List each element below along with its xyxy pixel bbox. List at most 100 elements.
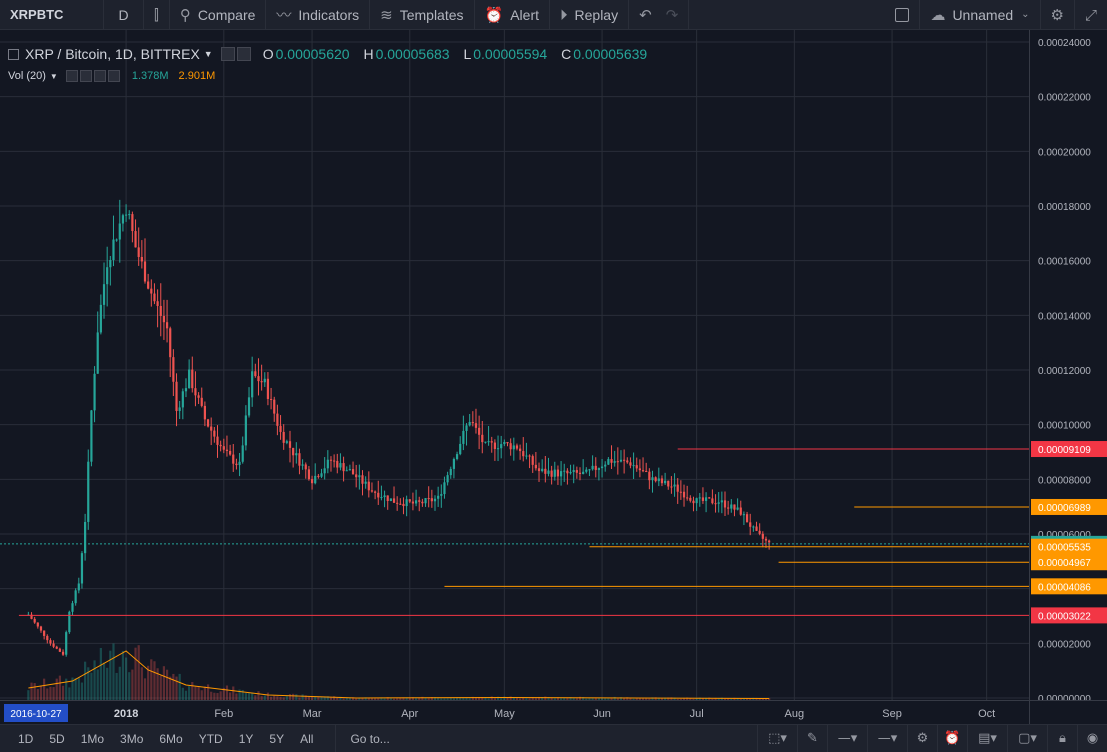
range-button-1y[interactable]: 1Y — [238, 731, 254, 746]
symbol-search[interactable]: XRPBTC — [0, 0, 104, 30]
line-width-button[interactable]: —▾ — [867, 724, 907, 752]
volume-bar — [178, 673, 181, 700]
gear-icon[interactable] — [79, 70, 92, 82]
collapse-legend-icon[interactable] — [8, 48, 19, 60]
fullscreen-toggle-button[interactable] — [885, 0, 921, 30]
volume-title[interactable]: Vol (20) — [8, 70, 46, 82]
layout-save-button[interactable]: ☁ Unnamed ⌄ — [920, 0, 1041, 30]
gear-icon: ⚙ — [1050, 5, 1064, 24]
candle-body — [512, 445, 515, 450]
layers-button[interactable]: ▤▾ — [967, 724, 1007, 752]
time-axis[interactable]: 2016-10-27 2018 Feb Mar Apr May Jun Jul Aug Sep Oc… — [0, 700, 1029, 724]
alarm-clock-icon[interactable]: ⏰ — [937, 724, 967, 752]
volume-bar — [676, 698, 679, 700]
volume-bar — [374, 698, 377, 700]
price-label-badge — [1031, 498, 1107, 515]
clone-button[interactable]: ▢▾ — [1007, 724, 1047, 752]
caret-down-icon[interactable]: ▼ — [49, 71, 58, 81]
candle-body — [229, 450, 232, 455]
volume-bar — [260, 696, 263, 700]
close-icon[interactable] — [107, 70, 120, 82]
candle-body — [396, 502, 399, 504]
volume-bar — [616, 698, 619, 700]
volume-bar — [121, 650, 125, 700]
range-button-5y[interactable]: 5Y — [269, 731, 285, 746]
range-button-3mo[interactable]: 3Mo — [120, 731, 144, 746]
indicators-button[interactable]: 〰 Indicators — [266, 0, 371, 30]
maximize-button[interactable]: ⤢ — [1075, 0, 1107, 30]
volume-bar — [206, 684, 210, 700]
candle-body — [90, 410, 93, 462]
compare-button[interactable]: ⚲ Compare — [170, 0, 267, 30]
candle-body — [522, 451, 525, 457]
candle-body — [578, 472, 582, 474]
volume-bar — [194, 686, 197, 700]
goto-date-button[interactable]: Go to... — [335, 724, 390, 752]
volume-bar — [244, 693, 247, 700]
candle-body — [556, 469, 560, 477]
volume-bar — [213, 692, 216, 700]
expand-icon: ⤢ — [1084, 5, 1097, 24]
price-axis[interactable]: 0.000000000.000020000.000040000.00006000… — [1029, 30, 1107, 705]
candle-body — [260, 381, 263, 383]
volume-bar — [556, 697, 560, 700]
indicators-icon: 〰 — [276, 6, 292, 24]
candle-body — [641, 470, 645, 472]
candle-body — [304, 464, 307, 470]
redo-icon[interactable]: ↷ — [665, 5, 679, 24]
volume-bar — [632, 698, 635, 700]
candle-body — [566, 470, 569, 474]
candle-body — [118, 223, 121, 240]
candle-body — [487, 441, 490, 443]
undo-button[interactable]: ↶ ↷ — [629, 0, 690, 30]
volume-bar — [742, 698, 746, 700]
eye-icon[interactable]: ◉ — [1077, 724, 1107, 752]
interval-button[interactable]: D — [104, 0, 144, 30]
price-chart[interactable] — [0, 30, 1029, 700]
candle-body — [758, 530, 761, 534]
price-tick-label: 0.00018000 — [1038, 202, 1091, 213]
volume-bar — [689, 698, 692, 700]
range-button-6mo[interactable]: 6Mo — [159, 731, 183, 746]
caret-down-icon[interactable]: ▼ — [203, 49, 213, 59]
price-label-badge — [1031, 578, 1107, 595]
volume-bar — [550, 697, 553, 700]
settings-button[interactable]: ⚙ — [1041, 0, 1075, 30]
candle-body — [348, 469, 351, 471]
gear-icon[interactable]: ⚙ — [907, 724, 937, 752]
range-button-ytd[interactable]: YTD — [198, 731, 223, 746]
volume-bar — [310, 696, 314, 700]
plus-icon[interactable] — [93, 70, 106, 82]
volume-bar — [219, 691, 222, 700]
candle-body — [150, 288, 153, 294]
replay-button[interactable]: ⏵ Replay — [550, 0, 630, 30]
chart-type-button[interactable]: ⫿ — [144, 0, 170, 30]
range-button-all[interactable]: All — [300, 731, 314, 746]
volume-bar — [474, 697, 478, 700]
crosshair-tool-button[interactable]: ⬚▾ — [757, 724, 797, 752]
legend-more-icon[interactable] — [236, 47, 251, 61]
candle-body — [468, 422, 471, 426]
line-style-button[interactable]: —▾ — [827, 724, 867, 752]
volume-bar — [128, 672, 131, 700]
templates-button[interactable]: ≋ Templates — [370, 0, 475, 30]
time-tick-label: Oct — [978, 708, 995, 720]
alert-button[interactable]: ⏰ Alert — [475, 0, 550, 30]
volume-bar — [333, 696, 336, 700]
square-icon — [895, 7, 910, 22]
range-button-5d[interactable]: 5D — [49, 731, 65, 746]
volume-bar — [251, 692, 254, 700]
candle-body — [613, 461, 616, 463]
range-button-1mo[interactable]: 1Mo — [80, 731, 105, 746]
chart-pane[interactable] — [0, 30, 1029, 700]
lock-icon[interactable]: 🔒︎ — [1047, 724, 1077, 752]
candle-body — [351, 469, 355, 475]
candle-body — [742, 514, 746, 516]
pencil-icon[interactable]: ✎ — [797, 724, 827, 752]
series-title[interactable]: XRP / Bitcoin, 1D, BITTREX — [25, 46, 200, 62]
candle-body — [197, 395, 200, 398]
volume-bar — [745, 698, 749, 700]
legend-settings-icon[interactable] — [220, 47, 235, 61]
range-button-1d[interactable]: 1D — [18, 731, 34, 746]
eye-icon[interactable] — [65, 70, 78, 82]
